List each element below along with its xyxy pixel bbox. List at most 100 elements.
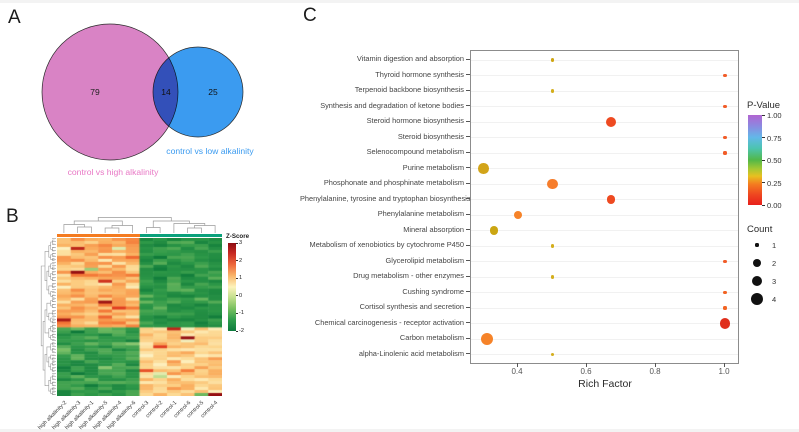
- pathway-label: Synthesis and degradation of ketone bodi…: [320, 100, 464, 110]
- venn-left-count: 79: [90, 87, 100, 97]
- zscore-tick-label: 2: [239, 257, 243, 264]
- gridline: [471, 245, 738, 247]
- pathway-dot: [605, 116, 617, 128]
- count-legend-dot: [750, 292, 764, 306]
- venn-right-label: control vs low alkalinity: [166, 146, 254, 156]
- panel-c-letter: C: [303, 5, 317, 26]
- pathway-label: Cushing syndrome: [402, 286, 464, 296]
- pathway-dot: [606, 195, 616, 204]
- pathway-dot: [723, 306, 727, 310]
- pathway-dot: [723, 73, 727, 78]
- pathway-label: Metabolism of xenobiotics by cytochrome …: [309, 240, 464, 250]
- y-axis-tick: [466, 89, 470, 91]
- venn-right-count: 25: [208, 87, 218, 97]
- pvalue-tick-label: 0.00: [767, 201, 782, 210]
- pathway-dot: [550, 352, 555, 357]
- y-axis-tick: [466, 229, 470, 230]
- pathway-label: alpha-Linolenic acid metabolism: [358, 348, 464, 358]
- y-axis-tick: [466, 58, 470, 60]
- gridline: [471, 168, 738, 169]
- count-legend-label: 3: [772, 276, 777, 286]
- venn-overlap-count: 14: [161, 87, 171, 97]
- gridline: [471, 338, 738, 340]
- pvalue-tick-label: 0.75: [767, 133, 782, 143]
- heatmap-annotation-control: [139, 234, 222, 237]
- x-axis-tick: [585, 363, 587, 367]
- gridline: [471, 276, 738, 278]
- pathway-dot: [723, 290, 727, 295]
- pathway-dot: [723, 259, 727, 264]
- y-axis-tick: [466, 244, 470, 246]
- x-axis-tick: [723, 363, 725, 367]
- y-axis-tick: [466, 337, 470, 339]
- zscore-tick-mark: [236, 277, 238, 279]
- pvalue-tick-mark: [762, 182, 765, 183]
- venn-diagram: 79 14 25 control vs low alkalinity contr…: [41, 23, 254, 177]
- pathway-label: Steroid biosynthesis: [397, 131, 464, 141]
- pathway-dot: [513, 210, 523, 220]
- count-legend-title: Count: [747, 224, 773, 235]
- pathway-label: Glycerolipid metabolism: [385, 255, 464, 265]
- count-legend-dot: [751, 275, 763, 287]
- pathway-dot: [478, 163, 489, 174]
- y-axis-tick: [466, 151, 470, 153]
- zscore-tick-label: 1: [239, 275, 243, 282]
- y-axis-tick: [466, 213, 470, 215]
- gridline: [471, 307, 738, 309]
- y-axis-tick: [466, 353, 470, 354]
- gridline: [471, 354, 738, 355]
- pathway-label: Terpenoid backbone biosynthesis: [354, 85, 464, 95]
- pathway-label: Phenylalanine metabolism: [377, 209, 464, 219]
- pathway-label: Phosphonate and phosphinate metabolism: [323, 178, 464, 188]
- zscore-tick-mark: [236, 242, 238, 244]
- zscore-tick-label: -2: [239, 328, 244, 334]
- gridline: [471, 292, 738, 293]
- pvalue-tick-label: 1.00: [767, 111, 782, 120]
- y-axis-tick: [466, 322, 470, 323]
- top-edge-strip: [0, 0, 799, 3]
- pathway-dot: [489, 226, 499, 235]
- pathway-dot: [550, 89, 555, 93]
- pathway-dot: [547, 178, 558, 190]
- pvalue-legend-title: P-Value: [747, 100, 781, 111]
- pathway-label: Drug metabolism - other enzymes: [353, 271, 464, 281]
- y-axis-tick: [466, 198, 470, 199]
- zscore-tick-mark: [236, 295, 238, 297]
- pathway-label: Steroid hormone biosynthesis: [366, 116, 464, 126]
- zscore-tick-mark: [236, 312, 238, 314]
- pathway-dot: [723, 135, 727, 140]
- x-axis-tick-label: 0.6: [580, 367, 592, 376]
- pvalue-colorbar: [748, 115, 762, 205]
- pathway-label: Cortisol synthesis and secretion: [359, 302, 464, 312]
- pathway-label: Vitamin digestion and absorption: [356, 54, 464, 64]
- gridline: [471, 261, 738, 262]
- pvalue-tick-mark: [762, 204, 765, 206]
- x-axis-tick-label: 0.8: [649, 367, 661, 376]
- pathway-dot: [550, 244, 555, 248]
- pvalue-tick-mark: [762, 137, 765, 138]
- gridline: [471, 121, 738, 123]
- pathway-label: Phenylalanine, tyrosine and tryptophan b…: [300, 193, 471, 203]
- zscore-colorbar: [228, 243, 236, 331]
- venn-circle-low-alkalinity: [152, 46, 244, 138]
- pvalue-tick-mark: [762, 114, 765, 116]
- pathway-dot: [719, 318, 731, 329]
- gridline: [471, 183, 738, 185]
- y-axis-tick: [466, 167, 470, 168]
- zscore-tick-mark: [236, 330, 238, 332]
- y-axis-tick: [466, 291, 470, 292]
- panel-a-letter: A: [8, 7, 21, 28]
- zscore-legend-title: Z-Score: [226, 233, 250, 240]
- heatmap-column-dendrogram: [63, 217, 216, 233]
- y-axis-tick: [466, 260, 470, 261]
- pathway-label: Carbon metabolism: [399, 333, 464, 343]
- heatmap-matrix: [57, 238, 222, 396]
- panel-b-letter: B: [6, 206, 19, 227]
- y-axis-tick: [466, 182, 470, 184]
- y-axis-tick: [466, 306, 470, 308]
- x-axis-tick-label: 1.0: [718, 367, 730, 376]
- pvalue-tick-label: 0.25: [767, 178, 782, 188]
- pathway-dot: [550, 275, 555, 279]
- pathway-label: Thyroid hormone synthesis: [375, 69, 464, 79]
